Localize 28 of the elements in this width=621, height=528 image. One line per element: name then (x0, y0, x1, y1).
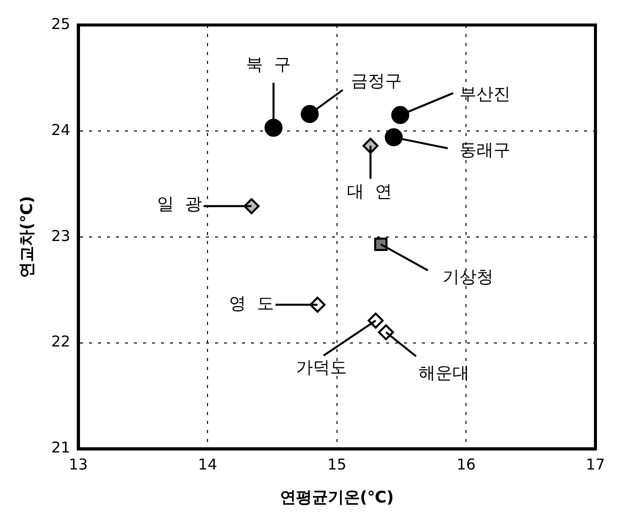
x-tick-label: 15 (327, 456, 346, 474)
annotation: 해운대 (418, 364, 470, 384)
annotation: 일 광 (157, 194, 202, 215)
y-tick-label: 24 (51, 120, 70, 139)
x-tick-label: 13 (68, 456, 88, 474)
point (264, 118, 283, 137)
point (384, 128, 403, 146)
annotation: 동래구 (459, 140, 510, 161)
y-tick-label: 23 (51, 226, 70, 245)
point (300, 105, 319, 123)
annotation: 기상청 (442, 268, 494, 288)
annotation: 금정구 (351, 71, 402, 92)
point (378, 324, 394, 340)
x-tick-label: 14 (198, 456, 218, 474)
y-tick-label: 22 (51, 332, 70, 351)
annotation: 부산진 (460, 84, 511, 104)
x-axis-title: 연평균기온(℃) (280, 488, 394, 507)
x-tick-label: 16 (456, 456, 476, 474)
annotation: 대 연 (347, 182, 392, 202)
y-axis-title: 연교차(℃) (16, 196, 36, 278)
x-tick-label: 17 (586, 456, 606, 474)
y-tick-label: 25 (51, 14, 70, 33)
point (391, 106, 410, 124)
y-tick-label: 21 (51, 438, 70, 457)
annotation: 가덕도 (296, 358, 348, 378)
annotation: 영 도 (229, 294, 274, 314)
annotation: 북 구 (246, 55, 291, 76)
point (374, 238, 388, 251)
